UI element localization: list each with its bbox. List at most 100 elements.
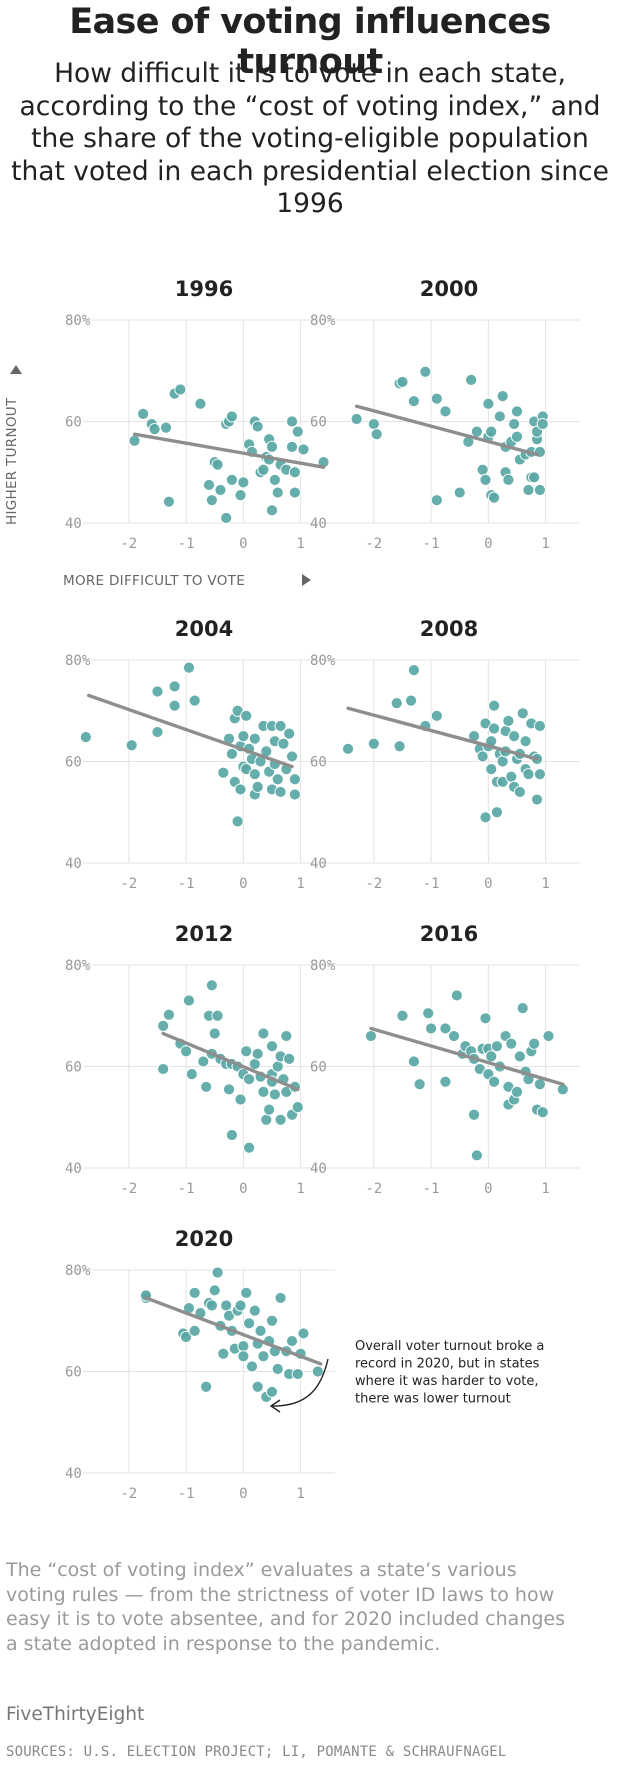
y-tick-label: 60 [65, 415, 82, 431]
data-point [242, 1141, 256, 1154]
data-point [182, 661, 196, 674]
annotation-arrow [270, 1358, 329, 1407]
data-point [231, 815, 244, 828]
data-point [407, 664, 421, 677]
data-point [202, 478, 216, 492]
y-tick-label: 60 [65, 1365, 82, 1381]
data-point [137, 407, 150, 420]
y-tick-label: 80% [65, 653, 91, 669]
data-point [530, 793, 544, 806]
data-point [260, 1113, 273, 1126]
panel-title: 2008 [420, 617, 478, 641]
data-point [536, 1106, 549, 1119]
data-point [205, 979, 218, 992]
data-point [510, 405, 524, 418]
panel-title: 2004 [175, 617, 233, 641]
data-point [283, 1052, 296, 1065]
data-point [291, 1367, 304, 1381]
data-point [125, 739, 138, 752]
data-point [487, 722, 501, 735]
x-tick-label: 0 [484, 876, 492, 892]
data-point [151, 725, 164, 739]
data-point [208, 1027, 221, 1040]
data-point [168, 680, 181, 693]
data-point [370, 428, 383, 441]
data-point [396, 375, 409, 389]
data-point [505, 1037, 518, 1050]
panel-title: 2016 [420, 922, 478, 946]
data-point [197, 1055, 210, 1068]
data-point [205, 494, 218, 507]
data-point [200, 1080, 213, 1093]
data-point [482, 397, 495, 410]
data-point [157, 1062, 170, 1076]
data-point [522, 768, 535, 781]
data-point [439, 1075, 452, 1088]
panel-2012: -2 -1 0 1 40 60 80% 2012 [65, 922, 335, 1197]
footnote: The “cost of voting index” evaluates a s… [6, 1559, 566, 1655]
data-point [513, 785, 526, 799]
data-point [476, 750, 489, 763]
y-tick-label: 60 [310, 1060, 327, 1076]
data-point [450, 989, 463, 1002]
data-point [485, 425, 498, 438]
trend-line [132, 432, 326, 469]
data-point [291, 425, 304, 438]
data-point [222, 1083, 236, 1096]
trend-line [161, 1031, 300, 1092]
data-point [271, 773, 284, 786]
panel-2020: -2 -1 0 1 40 60 80% 2020 Overall voter turnout b… [65, 1227, 544, 1502]
data-point [220, 1299, 233, 1312]
data-point [234, 488, 247, 502]
data-point [291, 1101, 304, 1114]
data-point [162, 495, 176, 508]
data-point [350, 412, 363, 426]
x-tick-label: 0 [239, 1486, 247, 1502]
y-tick-label: 40 [65, 1466, 82, 1482]
x-tick-label: -2 [120, 1486, 137, 1502]
data-point [188, 1286, 201, 1299]
data-point [217, 766, 230, 779]
data-point [393, 740, 406, 753]
data-point [485, 1050, 498, 1063]
data-point [367, 417, 380, 431]
data-point [476, 463, 489, 476]
x-axis-label: MORE DIFFICULT TO VOTE [63, 573, 245, 589]
x-tick-label: -2 [365, 1181, 382, 1197]
x-tick-label: -1 [178, 1181, 195, 1197]
data-point [285, 415, 299, 428]
data-point [516, 1002, 529, 1015]
data-point [251, 1047, 264, 1060]
x-tick-label: -1 [423, 876, 440, 892]
data-point [274, 785, 287, 799]
data-point [510, 1085, 524, 1098]
data-point [297, 1327, 310, 1340]
data-point [430, 709, 443, 722]
data-point [533, 719, 547, 733]
trend-line [346, 706, 539, 761]
x-tick-label: 0 [484, 536, 492, 552]
data-point [274, 719, 287, 733]
data-point [188, 1324, 201, 1338]
data-point [493, 410, 506, 423]
data-point [404, 694, 418, 707]
data-point [285, 750, 299, 763]
data-point [248, 768, 261, 781]
data-point [157, 1019, 170, 1033]
data-point [79, 731, 92, 744]
data-point [237, 476, 250, 489]
data-point [502, 714, 515, 728]
y-tick-label: 40 [310, 856, 327, 872]
data-point [225, 473, 239, 486]
panel-title: 2012 [175, 922, 233, 946]
data-point [179, 1045, 193, 1058]
x-tick-label: -2 [365, 536, 382, 552]
data-point [479, 473, 492, 486]
data-point [479, 811, 492, 824]
data-point [277, 737, 290, 750]
data-point [424, 1022, 438, 1035]
data-point [159, 421, 173, 434]
data-point [465, 373, 478, 386]
x-tick-label: -2 [120, 1181, 137, 1197]
y-axis-label: HIGHER TURNOUT [4, 397, 20, 525]
